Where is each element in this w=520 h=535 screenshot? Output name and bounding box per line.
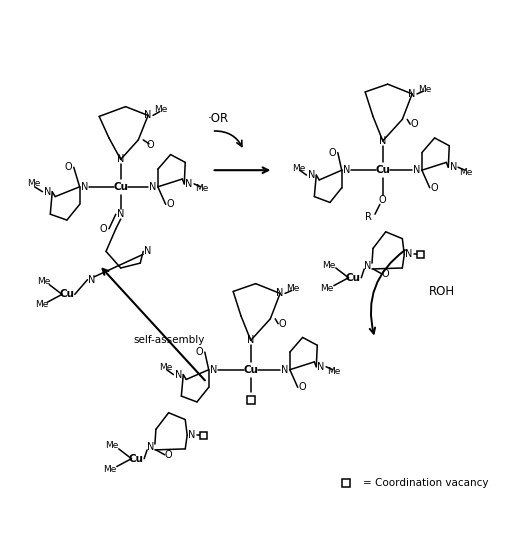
Text: O: O [99,224,107,234]
Text: N: N [188,430,196,440]
Text: Cu: Cu [346,273,361,283]
Text: Me: Me [320,284,334,293]
Text: ·OR: ·OR [208,112,229,125]
Text: R: R [365,212,372,222]
Text: N: N [44,187,51,197]
Text: Cu: Cu [113,182,128,192]
Text: N: N [318,362,325,372]
Text: N: N [210,365,217,374]
Text: Me: Me [195,184,209,193]
Text: O: O [64,162,72,172]
Text: Me: Me [159,363,172,372]
Text: O: O [410,119,418,129]
Text: N: N [277,288,284,299]
Text: Me: Me [459,167,473,177]
Text: = Coordination vacancy: = Coordination vacancy [363,478,489,488]
Text: N: N [81,182,88,192]
Text: O: O [328,148,336,158]
Text: N: N [379,136,386,146]
Text: O: O [299,383,306,392]
Text: Me: Me [35,300,48,309]
Text: N: N [145,110,152,120]
Text: N: N [365,261,372,271]
Text: Me: Me [105,441,119,450]
Text: N: N [88,275,95,285]
Text: O: O [431,183,438,193]
Text: Cu: Cu [243,365,258,374]
Text: N: N [247,335,254,346]
Text: O: O [195,347,203,357]
Text: N: N [408,89,416,99]
Text: N: N [117,209,124,219]
Text: N: N [117,155,124,164]
Text: Me: Me [327,367,341,376]
Text: N: N [281,365,289,374]
Text: O: O [167,200,174,209]
Bar [342,479,349,487]
Bar [418,251,424,258]
Text: O: O [278,319,286,328]
Text: N: N [145,246,152,256]
Bar [200,432,207,439]
Text: N: N [413,165,421,175]
Text: N: N [186,179,193,189]
Text: Me: Me [27,179,41,188]
Text: Cu: Cu [129,454,144,464]
Text: Me: Me [37,277,50,286]
Text: Me: Me [103,465,116,474]
Text: Me: Me [292,164,305,173]
Text: O: O [382,269,389,279]
Text: N: N [175,370,182,380]
Bar [247,396,255,404]
Text: Cu: Cu [375,165,391,175]
Text: N: N [343,165,350,175]
Text: Me: Me [418,85,432,94]
Text: self-assembly: self-assembly [134,335,205,346]
Text: N: N [308,170,315,180]
Text: ROH: ROH [428,285,454,298]
Text: O: O [146,140,154,150]
Text: Me: Me [286,284,300,293]
Text: N: N [406,249,413,259]
Text: N: N [449,162,457,172]
Text: Cu: Cu [59,289,74,300]
Text: O: O [165,450,173,460]
Text: Me: Me [322,261,336,270]
Text: N: N [149,182,157,192]
Text: Me: Me [154,105,167,114]
Text: N: N [147,442,154,452]
Text: O: O [379,195,386,204]
